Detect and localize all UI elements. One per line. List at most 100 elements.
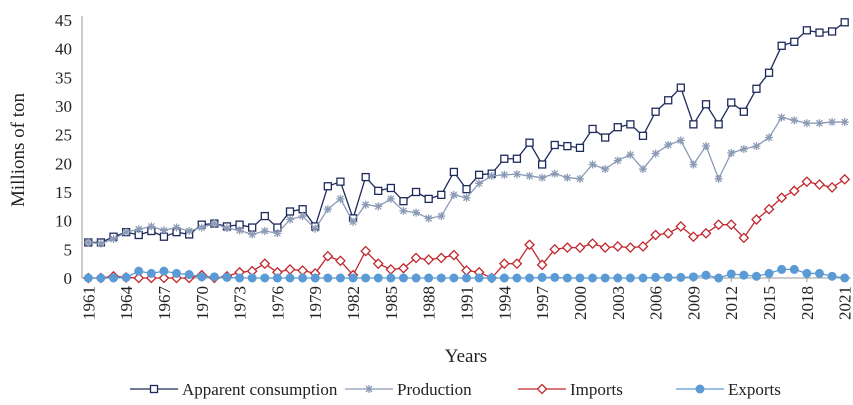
marker bbox=[727, 149, 736, 158]
marker bbox=[664, 96, 673, 105]
x-tick-label: 1964 bbox=[117, 286, 136, 321]
marker bbox=[374, 186, 383, 196]
marker bbox=[549, 243, 561, 255]
marker bbox=[146, 268, 156, 278]
marker bbox=[714, 120, 723, 129]
marker bbox=[587, 238, 598, 250]
marker bbox=[373, 273, 383, 283]
marker bbox=[689, 120, 698, 129]
marker bbox=[751, 214, 762, 225]
marker bbox=[311, 224, 320, 233]
marker bbox=[525, 138, 534, 147]
marker bbox=[159, 266, 169, 276]
y-tick-label: 45 bbox=[55, 11, 72, 30]
marker bbox=[386, 273, 396, 283]
x-tick-label: 1982 bbox=[344, 286, 363, 320]
marker bbox=[599, 242, 611, 254]
x-tick-label: 1991 bbox=[458, 286, 477, 320]
marker bbox=[638, 165, 647, 174]
marker bbox=[361, 172, 370, 182]
marker bbox=[725, 219, 737, 231]
marker bbox=[575, 143, 585, 153]
marker bbox=[372, 258, 384, 270]
marker bbox=[285, 273, 295, 283]
marker bbox=[537, 160, 547, 169]
marker bbox=[561, 242, 573, 254]
x-tick-label: 2015 bbox=[760, 286, 779, 320]
marker bbox=[777, 41, 786, 50]
marker bbox=[574, 242, 586, 254]
marker bbox=[727, 98, 736, 107]
marker bbox=[310, 273, 320, 283]
marker bbox=[410, 252, 422, 264]
marker bbox=[109, 273, 119, 283]
x-tick-label: 1985 bbox=[382, 286, 401, 320]
marker bbox=[689, 160, 698, 169]
marker bbox=[550, 140, 559, 150]
marker bbox=[423, 254, 435, 266]
x-tick-label: 2000 bbox=[571, 286, 590, 320]
marker bbox=[385, 263, 397, 275]
marker bbox=[563, 141, 572, 151]
marker bbox=[777, 264, 787, 274]
marker bbox=[424, 194, 433, 204]
marker bbox=[474, 170, 484, 179]
marker bbox=[184, 270, 194, 280]
marker bbox=[197, 223, 206, 232]
marker bbox=[802, 119, 811, 128]
marker bbox=[588, 124, 597, 134]
marker bbox=[500, 154, 509, 163]
marker bbox=[789, 264, 799, 274]
marker bbox=[525, 273, 535, 283]
marker bbox=[512, 273, 522, 283]
marker bbox=[448, 249, 460, 261]
marker bbox=[96, 273, 106, 283]
marker bbox=[826, 181, 838, 193]
marker bbox=[273, 229, 282, 238]
marker bbox=[676, 83, 685, 92]
x-tick-label: 1994 bbox=[495, 286, 514, 321]
marker bbox=[386, 194, 395, 203]
marker bbox=[739, 107, 748, 116]
x-tick-label: 2009 bbox=[684, 286, 703, 320]
marker bbox=[664, 140, 673, 149]
marker bbox=[133, 272, 145, 284]
marker bbox=[172, 268, 182, 278]
marker bbox=[814, 179, 825, 190]
marker bbox=[637, 241, 649, 252]
marker bbox=[815, 28, 824, 37]
marker bbox=[323, 273, 333, 283]
marker bbox=[764, 268, 774, 278]
marker bbox=[764, 68, 774, 77]
marker bbox=[398, 273, 408, 283]
marker bbox=[109, 235, 118, 244]
marker bbox=[298, 273, 308, 283]
marker bbox=[335, 273, 345, 283]
x-tick-label: 2018 bbox=[798, 286, 817, 320]
marker bbox=[360, 245, 372, 257]
marker bbox=[726, 269, 736, 279]
marker bbox=[437, 190, 446, 200]
marker bbox=[487, 273, 497, 283]
marker bbox=[525, 171, 534, 180]
x-tick-label: 1988 bbox=[420, 286, 439, 320]
marker bbox=[512, 154, 522, 163]
marker bbox=[650, 229, 662, 241]
marker bbox=[411, 187, 421, 197]
x-tick-label: 2021 bbox=[836, 286, 853, 320]
marker bbox=[462, 193, 471, 202]
marker bbox=[247, 273, 257, 283]
marker bbox=[511, 258, 523, 270]
marker bbox=[398, 262, 409, 274]
marker bbox=[839, 173, 851, 185]
marker bbox=[134, 225, 143, 234]
marker bbox=[248, 230, 257, 239]
marker bbox=[695, 384, 705, 394]
marker bbox=[575, 273, 585, 283]
marker bbox=[83, 273, 93, 283]
x-tick-label: 1979 bbox=[306, 286, 325, 320]
marker bbox=[601, 133, 610, 142]
y-tick-label: 0 bbox=[64, 269, 73, 288]
marker bbox=[159, 226, 168, 235]
